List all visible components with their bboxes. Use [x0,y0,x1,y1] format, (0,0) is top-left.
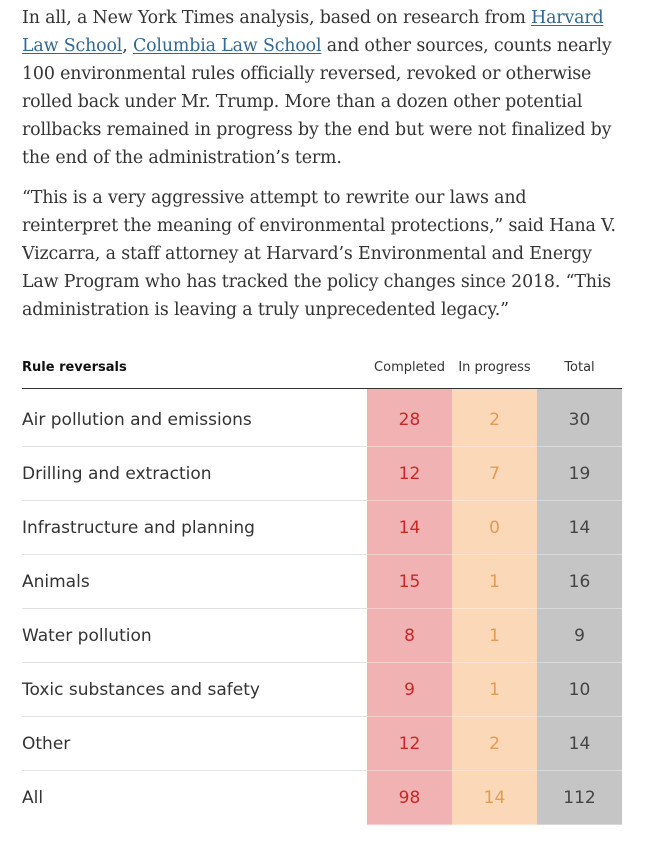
table-row: Toxic substances and safety 9 1 10 [22,662,622,717]
in-progress-count: 1 [452,554,537,609]
table-header-row: Rule reversals Completed In progress Tot… [22,346,622,389]
in-progress-count: 7 [452,446,537,501]
in-progress-count: 2 [452,393,537,447]
header-rule-reversals: Rule reversals [22,346,367,389]
row-category: Toxic substances and safety [22,662,367,717]
in-progress-count: 1 [452,608,537,663]
completed-count: 8 [367,608,452,663]
paragraph-text: In all, a New York Times analysis, based… [22,8,532,28]
completed-count: 12 [367,446,452,501]
table-row: Other 12 2 14 [22,716,622,771]
completed-count: 12 [367,716,452,771]
total-count: 16 [537,554,622,609]
total-count: 30 [537,393,622,447]
table-row: Infrastructure and planning 14 0 14 [22,500,622,555]
paragraph-text: , [122,36,133,56]
table-row: Water pollution 8 1 9 [22,608,622,663]
completed-count: 14 [367,500,452,555]
harvard-law-school-link[interactable]: Harvard Law School [22,8,604,56]
total-count: 10 [537,662,622,717]
total-count: 14 [537,716,622,771]
row-category: Water pollution [22,608,367,663]
header-completed: Completed [367,346,452,389]
table-row-all: All 98 14 112 [22,770,622,825]
article-body: In all, a New York Times analysis, based… [22,4,627,336]
row-category: Drilling and extraction [22,446,367,501]
total-count: 19 [537,446,622,501]
completed-count: 28 [367,393,452,447]
total-count: 112 [537,770,622,825]
completed-count: 98 [367,770,452,825]
total-count: 14 [537,500,622,555]
paragraph-quote: “This is a very aggressive attempt to re… [22,188,616,320]
row-category: All [22,787,44,808]
paragraph-text: and other sources, counts nearly 100 env… [22,36,612,168]
row-category: Other [22,716,367,771]
table-spacer [22,388,622,393]
table-row: Air pollution and emissions 28 2 30 [22,393,622,447]
rule-reversals-table: Rule reversals Completed In progress Tot… [22,346,622,825]
row-category: Air pollution and emissions [22,393,367,447]
completed-count: 15 [367,554,452,609]
in-progress-count: 14 [452,770,537,825]
paragraph-analysis: In all, a New York Times analysis, based… [22,4,627,172]
table-row: Drilling and extraction 12 7 19 [22,446,622,501]
in-progress-count: 1 [452,662,537,717]
columbia-law-school-link[interactable]: Columbia Law School [132,36,322,56]
in-progress-count: 2 [452,716,537,771]
table-row: Animals 15 1 16 [22,554,622,609]
header-total: Total [537,346,622,389]
header-in-progress: In progress [452,346,537,389]
completed-count: 9 [367,662,452,717]
in-progress-count: 0 [452,500,537,555]
row-category: Animals [22,554,367,609]
row-category: Infrastructure and planning [22,500,367,555]
total-count: 9 [537,608,622,663]
